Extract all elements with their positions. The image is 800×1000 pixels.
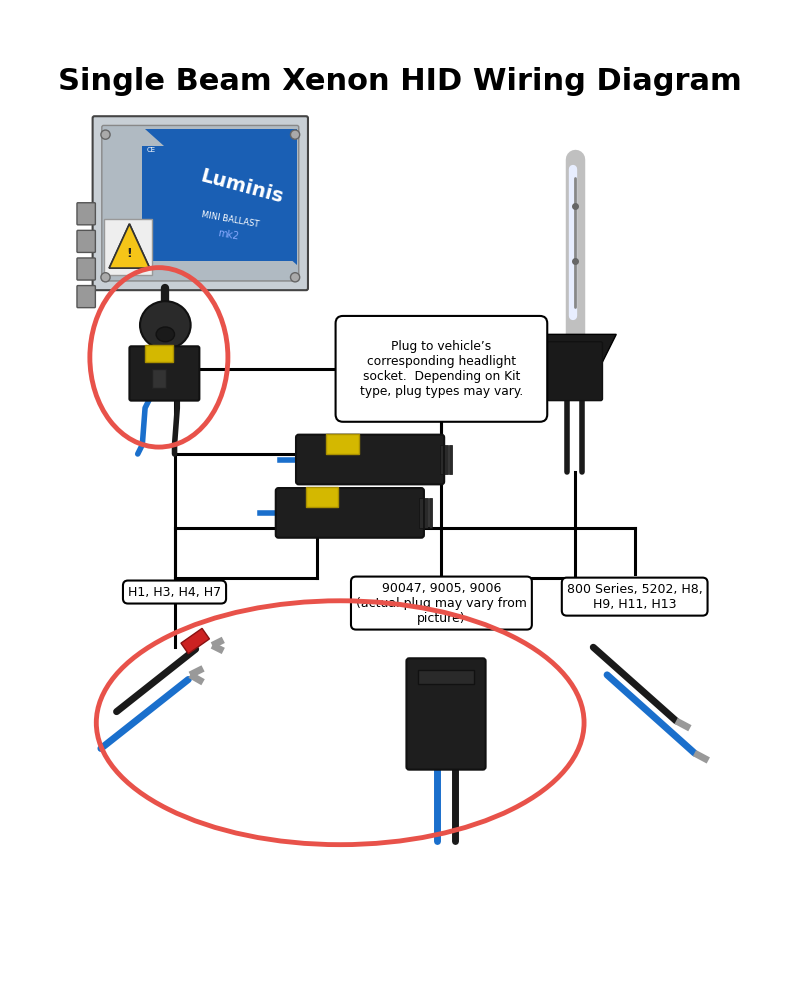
FancyBboxPatch shape: [77, 230, 95, 252]
Ellipse shape: [290, 273, 300, 282]
Bar: [424, 498, 428, 528]
Polygon shape: [145, 129, 297, 265]
FancyBboxPatch shape: [276, 488, 424, 538]
Bar: [326, 434, 358, 454]
Ellipse shape: [156, 327, 174, 342]
Text: mk2: mk2: [217, 228, 239, 242]
Bar: [104, 219, 151, 275]
Text: CE: CE: [147, 147, 156, 153]
Ellipse shape: [140, 301, 190, 349]
Polygon shape: [109, 224, 150, 268]
Bar: [142, 146, 294, 261]
FancyBboxPatch shape: [93, 116, 308, 290]
FancyBboxPatch shape: [77, 286, 95, 308]
Ellipse shape: [101, 273, 110, 282]
Bar: [439, 445, 443, 474]
Bar: [429, 498, 432, 528]
Ellipse shape: [290, 130, 300, 139]
Text: MINI BALLAST: MINI BALLAST: [201, 210, 260, 229]
Text: Single Beam Xenon HID Wiring Diagram: Single Beam Xenon HID Wiring Diagram: [58, 67, 742, 96]
FancyBboxPatch shape: [296, 435, 444, 484]
Bar: [444, 445, 448, 474]
Ellipse shape: [101, 130, 110, 139]
FancyBboxPatch shape: [335, 316, 547, 422]
Text: H1, H3, H4, H7: H1, H3, H4, H7: [128, 586, 221, 599]
Text: Plug to vehicle’s
corresponding headlight
socket.  Depending on Kit
type, plug t: Plug to vehicle’s corresponding headligh…: [360, 340, 523, 398]
Bar: [181, 628, 210, 654]
Bar: [418, 670, 474, 684]
Bar: [145, 345, 173, 362]
Text: 90047, 9005, 9006
(actual plug may vary from
picture): 90047, 9005, 9006 (actual plug may vary …: [356, 582, 527, 625]
FancyBboxPatch shape: [77, 203, 95, 225]
FancyBboxPatch shape: [102, 125, 298, 281]
FancyBboxPatch shape: [547, 342, 602, 401]
Polygon shape: [534, 334, 616, 362]
Text: Luminis: Luminis: [198, 167, 286, 207]
FancyBboxPatch shape: [77, 258, 95, 280]
FancyBboxPatch shape: [406, 658, 486, 770]
FancyBboxPatch shape: [130, 346, 199, 401]
Bar: [306, 487, 338, 507]
Bar: [449, 445, 453, 474]
Bar: [151, 369, 166, 388]
Text: 800 Series, 5202, H8,
H9, H11, H13: 800 Series, 5202, H8, H9, H11, H13: [567, 583, 702, 611]
Bar: [419, 498, 423, 528]
Text: !: !: [126, 247, 132, 260]
